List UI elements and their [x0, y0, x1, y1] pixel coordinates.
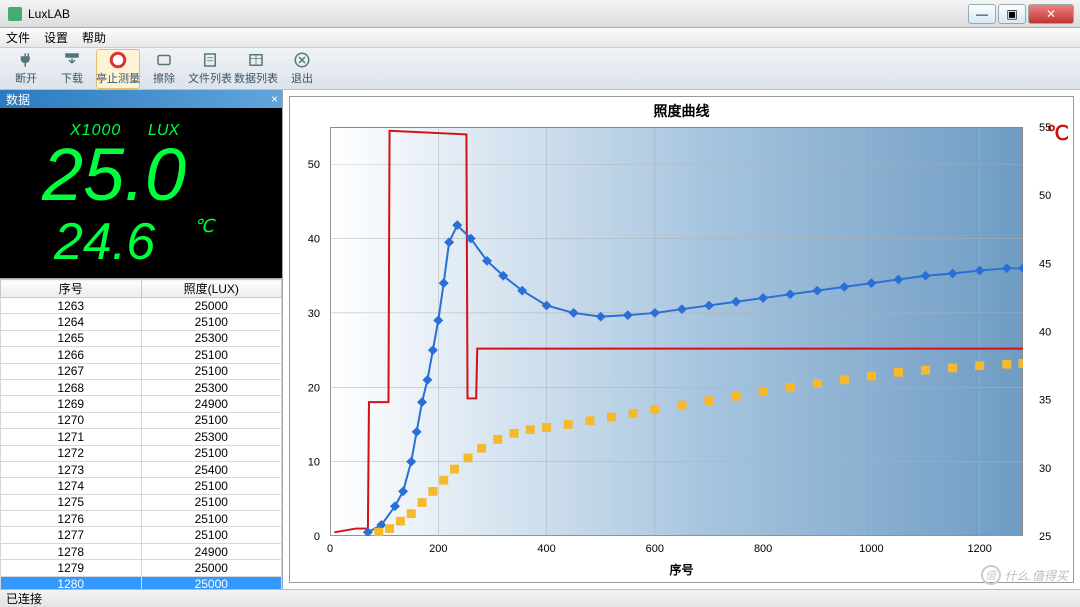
filelist-icon [201, 51, 219, 69]
svg-text:200: 200 [429, 543, 447, 555]
chart-title: 照度曲线 [290, 101, 1073, 121]
table-row[interactable]: 127725100 [1, 527, 282, 543]
lcd-unit: ℃ [194, 216, 214, 237]
col-index[interactable]: 序号 [1, 280, 142, 298]
table-row[interactable]: 127025100 [1, 412, 282, 428]
col-lux[interactable]: 照度(LUX) [141, 280, 282, 298]
statusbar: 已连接 [0, 589, 1080, 607]
close-button[interactable]: ✕ [1028, 4, 1074, 24]
x-axis-label: 序号 [669, 561, 693, 578]
svg-text:1200: 1200 [967, 543, 991, 555]
lifebuoy-icon [109, 51, 127, 69]
table-row[interactable]: 126725100 [1, 363, 282, 379]
table-row[interactable]: 128025000 [1, 576, 282, 589]
toolbar-exit[interactable]: 退出 [280, 49, 324, 89]
table-row[interactable]: 127525100 [1, 494, 282, 510]
svg-text:30: 30 [1039, 463, 1051, 475]
panel-close-icon[interactable]: × [271, 92, 278, 106]
chart-area: 照度曲线 照度值(LUX) (10^3) 序号 ℃ 蓝色为灯头温度，最高48.3… [283, 90, 1080, 589]
svg-text:55: 55 [1039, 122, 1051, 134]
app-icon [8, 7, 22, 21]
svg-text:0: 0 [314, 531, 320, 543]
data-panel-header: 数据 × [0, 90, 282, 108]
toolbar-datalist[interactable]: 数据列表 [234, 49, 278, 89]
table-row[interactable]: 127325400 [1, 461, 282, 477]
svg-text:30: 30 [308, 308, 320, 320]
lcd-value: 25.0 [42, 138, 186, 212]
table-row[interactable]: 126825300 [1, 379, 282, 395]
watermark: 值什么.值得买 [981, 565, 1068, 585]
table-row[interactable]: 127225100 [1, 445, 282, 461]
download-icon [63, 51, 81, 69]
lcd-temp: 24.6 [54, 216, 155, 268]
table-row[interactable]: 127125300 [1, 429, 282, 445]
exit-icon [293, 51, 311, 69]
svg-text:600: 600 [646, 543, 664, 555]
table-row[interactable]: 127824900 [1, 543, 282, 559]
svg-text:50: 50 [308, 159, 320, 171]
erase-icon [155, 51, 173, 69]
window-title: LuxLAB [28, 7, 70, 21]
svg-text:800: 800 [754, 543, 772, 555]
toolbar: 断开 下载 亭止测量 擦除 文件列表 数据列表 退出 [0, 48, 1080, 90]
table-row[interactable]: 126325000 [1, 298, 282, 314]
toolbar-erase[interactable]: 擦除 [142, 49, 186, 89]
table-row[interactable]: 126625100 [1, 347, 282, 363]
toolbar-disconnect[interactable]: 断开 [4, 49, 48, 89]
chart-plot[interactable]: 0102030405002004006008001000120025303540… [330, 127, 1023, 536]
svg-text:20: 20 [308, 382, 320, 394]
svg-text:40: 40 [308, 234, 320, 246]
svg-text:10: 10 [308, 457, 320, 469]
svg-text:50: 50 [1039, 190, 1051, 202]
minimize-button[interactable]: — [968, 4, 996, 24]
toolbar-stop-measure[interactable]: 亭止测量 [96, 49, 140, 89]
maximize-button[interactable]: ▣ [998, 4, 1026, 24]
titlebar: LuxLAB — ▣ ✕ [0, 0, 1080, 28]
table-row[interactable]: 127425100 [1, 478, 282, 494]
plug-icon [17, 51, 35, 69]
datalist-icon [247, 51, 265, 69]
table-row[interactable]: 126425100 [1, 314, 282, 330]
table-row[interactable]: 127625100 [1, 511, 282, 527]
svg-text:35: 35 [1039, 395, 1051, 407]
menubar: 文件 设置 帮助 [0, 28, 1080, 48]
menu-file[interactable]: 文件 [6, 29, 30, 46]
svg-text:0: 0 [327, 543, 333, 555]
data-table[interactable]: 序号 照度(LUX) 12632500012642510012652530012… [0, 278, 282, 589]
menu-settings[interactable]: 设置 [44, 29, 68, 46]
status-text: 已连接 [6, 590, 42, 607]
table-row[interactable]: 126525300 [1, 330, 282, 346]
left-pane: 数据 × X1000 LUX 25.0 24.6 ℃ 序号 照度(LUX) 12… [0, 90, 283, 589]
svg-text:25: 25 [1039, 531, 1051, 543]
toolbar-download[interactable]: 下载 [50, 49, 94, 89]
menu-help[interactable]: 帮助 [82, 29, 106, 46]
lcd-display: X1000 LUX 25.0 24.6 ℃ [0, 108, 282, 278]
toolbar-filelist[interactable]: 文件列表 [188, 49, 232, 89]
svg-text:40: 40 [1039, 327, 1051, 339]
svg-text:400: 400 [537, 543, 555, 555]
table-row[interactable]: 127925000 [1, 560, 282, 576]
svg-text:1000: 1000 [859, 543, 883, 555]
table-row[interactable]: 126924900 [1, 396, 282, 412]
svg-text:45: 45 [1039, 258, 1051, 270]
